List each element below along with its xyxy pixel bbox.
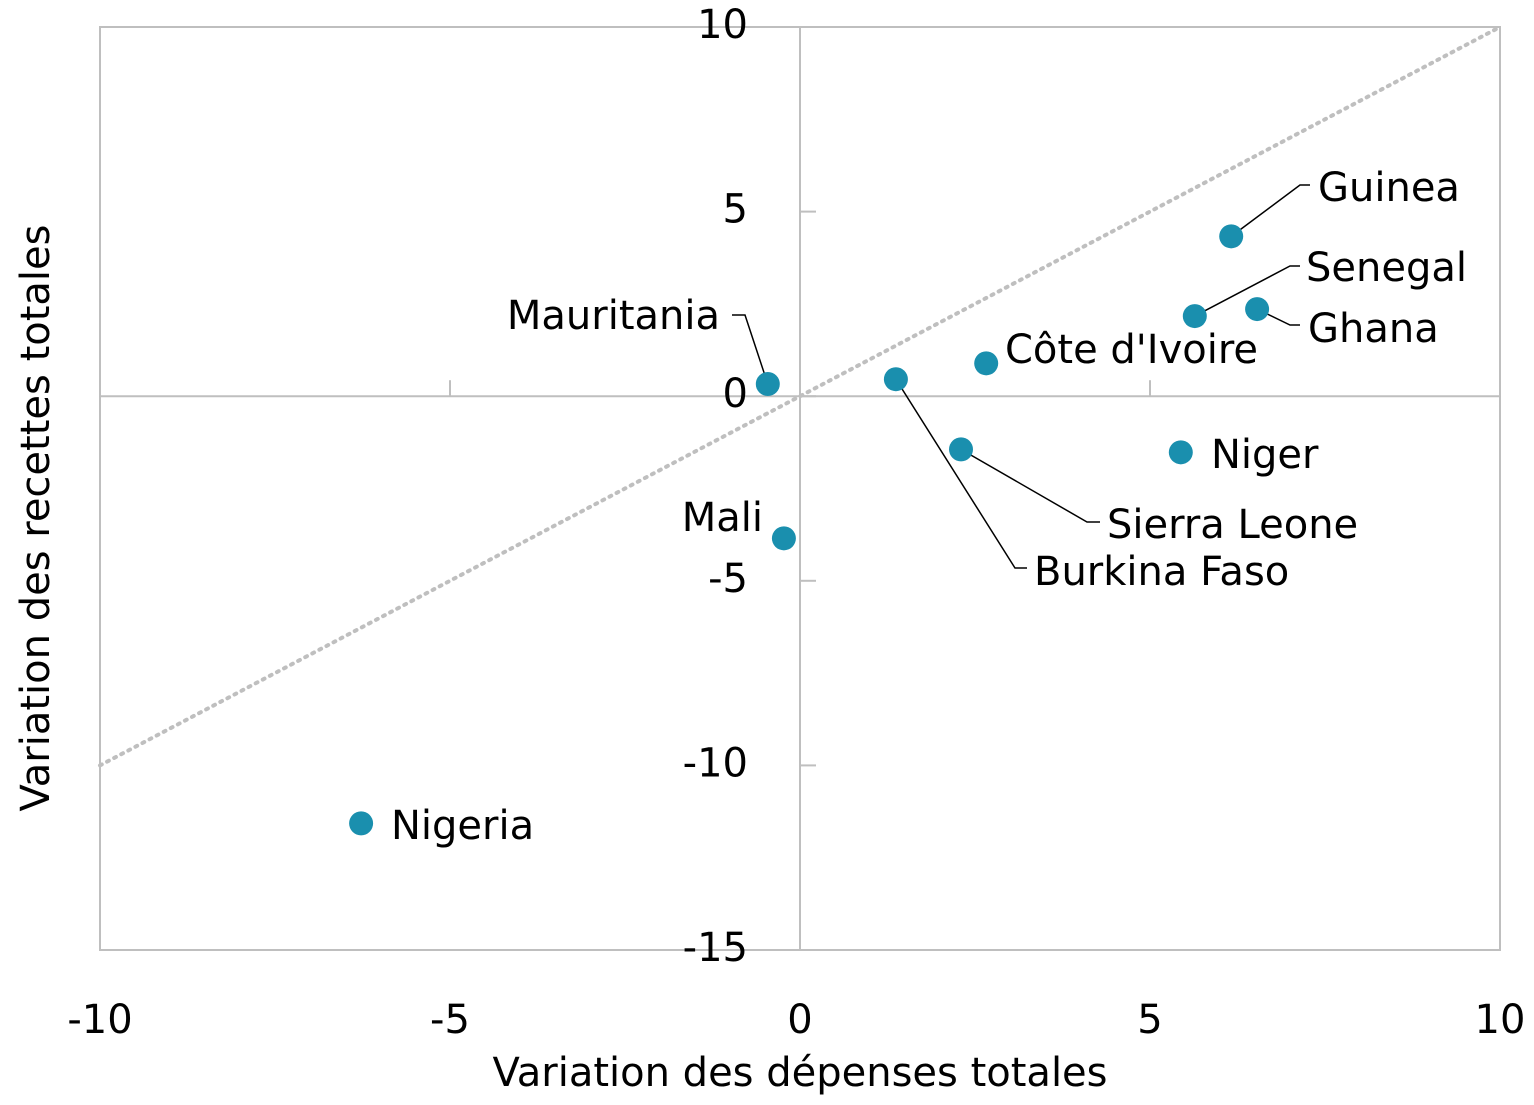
point-label: Ghana xyxy=(1308,306,1439,352)
x-tick-label: 5 xyxy=(1137,997,1162,1043)
point xyxy=(949,437,973,462)
leader-line xyxy=(960,448,1100,523)
point xyxy=(349,811,374,836)
leader-line xyxy=(1194,265,1300,317)
y-tick-label: -15 xyxy=(683,925,748,971)
point-label: Nigeria xyxy=(391,803,534,849)
point-label: Burkina Faso xyxy=(1034,549,1289,595)
y-tick-label: 0 xyxy=(723,371,748,417)
point-label: Guinea xyxy=(1318,165,1460,211)
point xyxy=(1245,297,1270,322)
leader-line xyxy=(732,314,769,385)
y-tick-label: 10 xyxy=(697,2,748,48)
x-tick-label: -10 xyxy=(67,997,132,1043)
leader-line xyxy=(1230,184,1310,237)
point xyxy=(883,367,908,392)
point-label: Côte d'Ivoire xyxy=(1005,327,1258,373)
y-tick-label: -10 xyxy=(683,740,748,786)
point-label: Senegal xyxy=(1306,245,1467,291)
x-tick-label: 0 xyxy=(787,997,812,1043)
identity-line xyxy=(98,25,1502,768)
point-label: Mali xyxy=(682,495,763,541)
x-tick-label: 10 xyxy=(1475,997,1526,1043)
y-axis-title: Variation des recettes totales xyxy=(13,225,59,812)
y-tick-label: -5 xyxy=(708,556,748,602)
x-tick-label: -5 xyxy=(430,997,470,1043)
x-axis-title: Variation des dépenses totales xyxy=(493,1050,1108,1096)
point xyxy=(1168,440,1193,465)
point xyxy=(755,372,780,397)
leader-line xyxy=(1256,308,1300,326)
point xyxy=(1182,304,1207,329)
point-label: Sierra Leone xyxy=(1107,502,1358,548)
point-label: Mauritania xyxy=(507,293,720,339)
point xyxy=(1219,224,1244,249)
point xyxy=(974,351,999,376)
point xyxy=(771,526,796,551)
leader-line xyxy=(895,378,1027,569)
point-label: Niger xyxy=(1211,432,1319,478)
y-tick-label: 5 xyxy=(723,187,748,233)
